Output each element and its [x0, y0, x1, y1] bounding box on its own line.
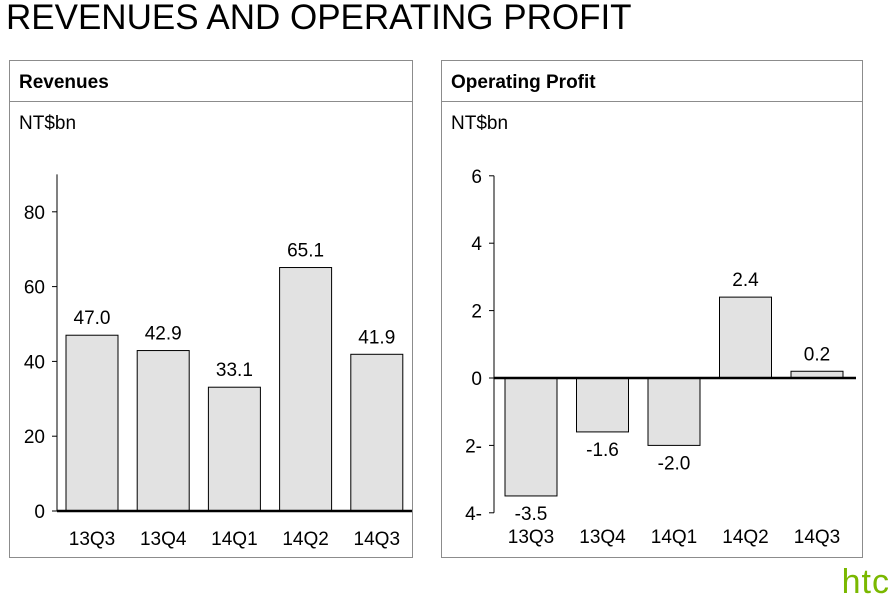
- revenues-y-tick-label: 80: [24, 203, 45, 224]
- revenues-bar-value-label: 41.9: [358, 327, 395, 348]
- operating-profit-bar-value-label: 0.2: [804, 344, 830, 365]
- revenues-category-label: 13Q3: [69, 529, 115, 550]
- revenues-bar: [350, 353, 404, 512]
- operating-profit-bar: [504, 377, 558, 497]
- operating-profit-bar: [576, 377, 629, 433]
- operating-profit-bar: [719, 296, 772, 379]
- operating-profit-y-tick-label: 6: [471, 167, 482, 188]
- revenues-unit-label: NT$bn: [19, 113, 77, 134]
- operating-profit-chart-title: Operating Profit: [442, 61, 862, 102]
- operating-profit-bar-value-label: -1.6: [586, 440, 619, 461]
- revenues-bar-value-label: 33.1: [216, 360, 253, 381]
- operating-profit-bar-value-label: -2.0: [658, 453, 691, 474]
- revenues-bar-value-label: 42.9: [145, 324, 182, 345]
- operating-profit-category-label: 14Q2: [722, 527, 768, 548]
- revenues-bar-chart: 0 20 40 60 80 47.0 13Q3 42.9 13Q4 33.1 14Q1 65.1 14Q…: [24, 174, 412, 550]
- revenues-bar: [65, 334, 119, 512]
- operating-profit-unit-label: NT$bn: [451, 113, 509, 134]
- operating-profit-category-label: 14Q1: [651, 527, 697, 548]
- operating-profit-panel: Operating Profit NT$bn 4- 2- 0 2 4 6 -3.5 13Q3 -…: [441, 60, 863, 558]
- revenues-bar-value-label: 47.0: [74, 308, 111, 329]
- revenues-chart-title: Revenues: [10, 61, 412, 102]
- revenues-bar: [136, 350, 190, 512]
- operating-profit-bar-value-label: 2.4: [732, 270, 759, 291]
- revenues-category-label: 14Q3: [354, 529, 400, 550]
- revenues-y-tick-label: 20: [24, 427, 45, 448]
- operating-profit-bar: [647, 377, 701, 446]
- operating-profit-y-tick-label: 4: [471, 234, 482, 255]
- revenues-category-label: 14Q1: [211, 529, 257, 550]
- operating-profit-y-tick-label: 2-: [465, 436, 482, 457]
- operating-profit-y-tick-label: 4-: [465, 504, 482, 525]
- operating-profit-bar-value-label: -3.5: [515, 504, 548, 525]
- revenues-category-label: 13Q4: [140, 529, 187, 550]
- operating-profit-y-tick-label: 0: [471, 369, 482, 390]
- operating-profit-category-label: 13Q4: [579, 527, 626, 548]
- htc-logo: htc: [841, 563, 890, 601]
- revenues-y-tick-label: 0: [34, 502, 45, 523]
- revenues-bar: [207, 386, 261, 512]
- page-title: REVENUES AND OPERATING PROFIT: [6, 0, 632, 37]
- operating-profit-category-label: 13Q3: [508, 527, 554, 548]
- revenues-y-tick-label: 40: [24, 352, 45, 373]
- revenues-bar-value-label: 65.1: [287, 241, 324, 262]
- operating-profit-category-label: 14Q3: [794, 527, 840, 548]
- revenues-panel: Revenues NT$bn 0 20 40 60 80 47.0 13Q3 42.9 13Q4…: [9, 60, 413, 558]
- revenues-bar: [279, 267, 333, 512]
- revenues-y-tick-label: 60: [24, 278, 45, 299]
- operating-profit-y-tick-label: 2: [471, 302, 482, 323]
- revenues-category-label: 14Q2: [282, 529, 328, 550]
